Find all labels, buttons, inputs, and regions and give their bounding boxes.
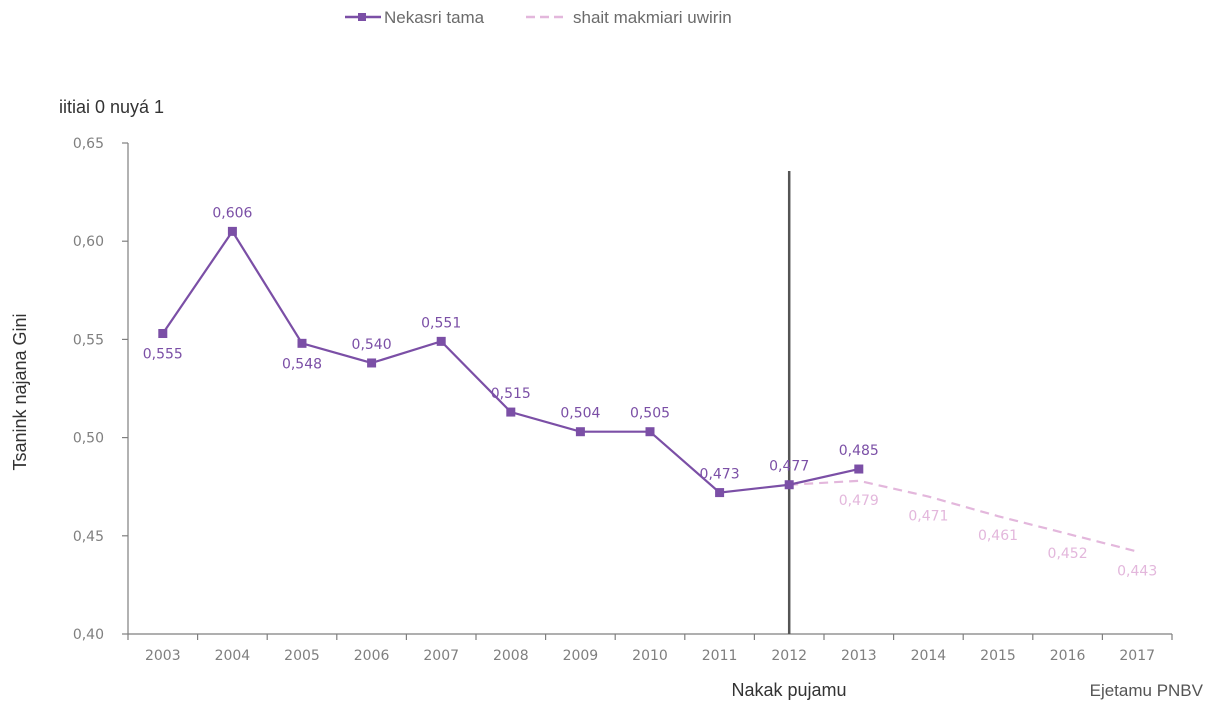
x-tick-label: 2016 <box>1050 648 1086 664</box>
x-tick-label: 2011 <box>702 648 738 664</box>
actual-data-label: 0,548 <box>282 356 322 372</box>
actual-marker <box>436 336 446 346</box>
y-tick-label: 0,55 <box>73 332 104 348</box>
legend-projection-label: shait makmiari uwirin <box>573 8 732 27</box>
y-ticks: 0,40 0,45 0,50 0,55 0,60 0,65 <box>73 136 128 643</box>
x-tick-label: 2017 <box>1119 648 1155 664</box>
y-tick-label: 0,65 <box>73 136 104 152</box>
actual-marker <box>575 427 585 437</box>
actual-data-label: 0,504 <box>560 406 600 422</box>
data-labels: 0,479 0,471 0,461 0,452 0,443 0,555 0,606 0,548… <box>143 205 1157 579</box>
x-tick-label: 2004 <box>215 648 251 664</box>
actual-line <box>161 229 860 494</box>
y-tick-label: 0,50 <box>73 431 104 447</box>
actual-data-label: 0,606 <box>212 205 252 221</box>
x-tick-label: 2015 <box>980 648 1016 664</box>
y-tick-label: 0,40 <box>73 627 104 643</box>
projection-data-label: 0,443 <box>1117 564 1157 580</box>
actual-marker <box>645 427 655 437</box>
x-tick-label: 2006 <box>354 648 390 664</box>
y-tick-label: 0,60 <box>73 234 104 250</box>
x-ticks: 2003 2004 2005 2006 2007 2008 2009 2010 2011 2012… <box>127 634 1173 664</box>
y-unit-label: iitiai 0 nuyá 1 <box>59 97 164 117</box>
legend-actual-label: Nekasri tama <box>384 8 485 27</box>
actual-data-label: 0,515 <box>491 386 531 402</box>
y-axis-title: Tsanink najana Gini <box>10 313 30 470</box>
x-tick-label: 2014 <box>911 648 947 664</box>
actual-marker <box>506 407 516 417</box>
projection-data-label: 0,452 <box>1048 546 1088 562</box>
legend-actual-marker <box>358 13 366 21</box>
x-tick-label: 2010 <box>632 648 668 664</box>
x-tick-label: 2005 <box>284 648 320 664</box>
actual-marker <box>297 338 307 348</box>
projection-data-label: 0,479 <box>839 493 879 509</box>
x-tick-label: 2012 <box>771 648 807 664</box>
actual-marker <box>227 226 237 236</box>
projection-data-label: 0,471 <box>908 509 948 525</box>
series-projection <box>789 479 1138 553</box>
x-tick-label: 2008 <box>493 648 529 664</box>
actual-data-label: 0,540 <box>352 337 392 353</box>
projection-line <box>789 479 1138 553</box>
x-tick-label: 2013 <box>841 648 877 664</box>
actual-marker <box>784 480 794 490</box>
actual-data-label: 0,485 <box>839 443 879 459</box>
actual-marker <box>367 358 377 368</box>
y-tick-label: 0,45 <box>73 529 104 545</box>
x-tick-label: 2003 <box>145 648 181 664</box>
actual-data-label: 0,555 <box>143 347 183 363</box>
source-note: Ejetamu PNBV <box>1090 681 1204 700</box>
actual-marker <box>158 329 168 339</box>
series-actual <box>158 226 864 498</box>
actual-data-label: 0,505 <box>630 406 670 422</box>
actual-marker <box>715 488 725 498</box>
x-tick-label: 2007 <box>423 648 459 664</box>
actual-marker <box>854 464 864 474</box>
actual-data-label: 0,551 <box>421 315 461 331</box>
x-tick-label: 2009 <box>563 648 599 664</box>
x-axis-title: Nakak pujamu <box>731 680 846 700</box>
projection-data-label: 0,461 <box>978 528 1018 544</box>
actual-data-label: 0,477 <box>769 459 809 475</box>
legend: Nekasri tama shait makmiari uwirin <box>345 8 732 27</box>
actual-data-label: 0,473 <box>700 467 740 483</box>
